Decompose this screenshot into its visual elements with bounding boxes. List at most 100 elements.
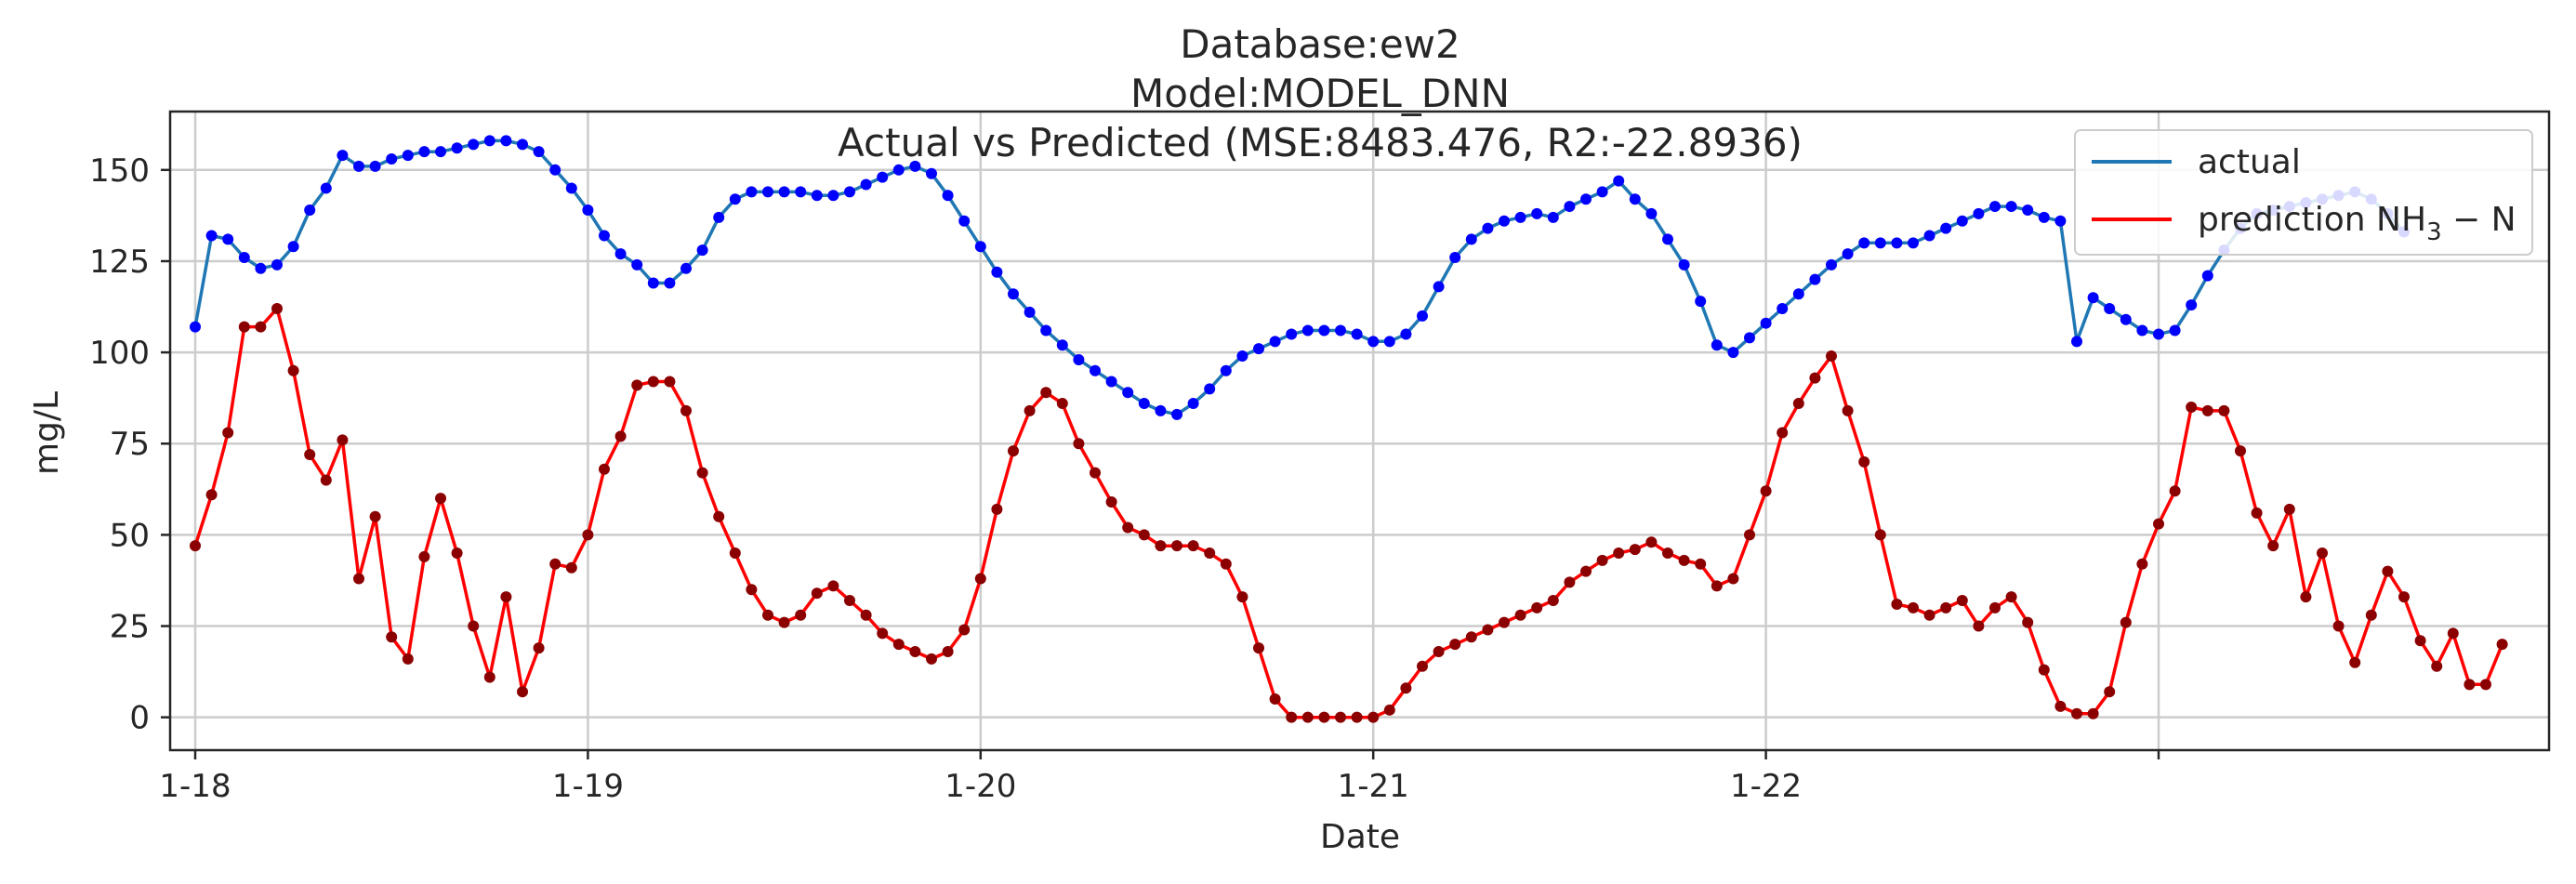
prediction-data-point (1891, 598, 1903, 610)
actual-data-point (1482, 222, 1494, 234)
actual-data-point (909, 160, 921, 172)
y-tick-label: 75 (110, 426, 150, 463)
prediction-data-point (746, 584, 758, 596)
actual-data-point (1433, 281, 1445, 293)
actual-data-point (811, 190, 823, 202)
prediction-data-point (2283, 503, 2295, 515)
actual-data-point (238, 252, 250, 264)
prediction-data-point (631, 379, 643, 391)
actual-data-point (2136, 324, 2148, 336)
prediction-data-point (1253, 642, 1264, 654)
actual-data-point (2186, 299, 2198, 311)
prediction-data-point (664, 376, 676, 388)
prediction-data-point (892, 639, 905, 651)
actual-data-point (304, 204, 316, 216)
actual-data-point (500, 135, 512, 147)
actual-data-point (1629, 193, 1641, 205)
prediction-data-point (958, 624, 971, 636)
actual-data-point (1842, 248, 1854, 260)
actual-data-point (1858, 237, 1870, 249)
prediction-data-point (1187, 540, 1199, 552)
actual-data-point (958, 215, 971, 227)
actual-data-point (255, 262, 267, 274)
x-tick-label: 1-20 (945, 768, 1016, 805)
prediction-data-point (647, 376, 659, 388)
prediction-series-points (190, 302, 2508, 723)
prediction-data-point (1645, 536, 1658, 548)
x-tick-label: 1-21 (1338, 768, 1409, 805)
prediction-data-point (435, 493, 446, 505)
prediction-data-point (468, 620, 480, 632)
actual-data-point (1155, 404, 1167, 416)
prediction-data-point (337, 434, 349, 446)
prediction-data-point (2300, 591, 2312, 603)
prediction-data-point (1809, 372, 1821, 384)
actual-data-point (1678, 258, 1690, 270)
actual-data-point (1138, 398, 1150, 410)
actual-data-point (2120, 313, 2132, 325)
actual-data-point (483, 135, 495, 147)
actual-data-point (1367, 336, 1380, 348)
prediction-data-point (2201, 404, 2213, 416)
prediction-data-point (729, 548, 741, 560)
actual-data-point (337, 150, 349, 162)
prediction-data-point (238, 321, 250, 333)
actual-data-point (582, 204, 594, 216)
actual-data-point (795, 186, 807, 198)
prediction-data-point (1204, 548, 1216, 560)
actual-data-point (468, 139, 480, 151)
prediction-data-point (614, 430, 627, 442)
actual-data-point (1908, 237, 1919, 249)
prediction-data-point (1826, 350, 1837, 363)
prediction-data-point (1122, 521, 1134, 534)
actual-data-point (1449, 252, 1461, 264)
prediction-data-point (1727, 573, 1739, 585)
prediction-data-point (991, 503, 1003, 515)
x-axis-ticks: 1-18 1-19 1-20 1-21 1-22 (159, 750, 2160, 805)
prediction-data-point (304, 449, 316, 461)
prediction-data-point (1662, 548, 1673, 560)
prediction-data-point (2218, 404, 2230, 416)
y-axis-label: mg/L (28, 391, 66, 475)
prediction-data-point (1678, 554, 1690, 566)
actual-data-point (369, 160, 381, 172)
prediction-data-point (1449, 639, 1461, 651)
legend-actual-label: actual (2198, 143, 2301, 181)
prediction-data-point (1155, 540, 1167, 552)
prediction-data-point (2054, 700, 2067, 712)
prediction-data-point (190, 540, 201, 552)
prediction-data-point (2071, 707, 2082, 719)
x-tick-label: 1-22 (1730, 768, 1802, 805)
prediction-data-point (2235, 445, 2246, 457)
prediction-data-point (1400, 682, 1412, 694)
prediction-data-point (2414, 635, 2426, 647)
actual-data-point (1400, 328, 1412, 340)
prediction-data-point (2169, 485, 2181, 497)
prediction-data-point (1024, 404, 1036, 416)
chart-title-line-2: Model:MODEL_DNN (1130, 71, 1510, 116)
actual-data-point (746, 186, 758, 198)
prediction-data-point (795, 609, 807, 621)
prediction-data-point (2349, 656, 2361, 668)
prediction-data-point (1220, 558, 1232, 570)
actual-data-point (1499, 215, 1510, 227)
prediction-data-point (2038, 664, 2050, 676)
actual-data-point (1580, 193, 1592, 205)
actual-data-point (1727, 347, 1739, 359)
prediction-data-point (1564, 576, 1576, 588)
actual-data-point (877, 171, 889, 183)
actual-data-point (1105, 376, 1117, 388)
prediction-data-point (696, 467, 708, 479)
actual-data-point (860, 178, 872, 191)
legend-box (2074, 129, 2533, 256)
actual-data-point (1531, 207, 1543, 219)
prediction-data-point (1596, 554, 1608, 566)
actual-data-point (517, 139, 528, 151)
actual-data-point (696, 244, 708, 257)
prediction-data-point (1171, 540, 1182, 552)
y-axis-ticks: 0 25 50 75 100 125 150 (89, 152, 170, 737)
prediction-data-point (1711, 580, 1723, 592)
prediction-data-point (386, 631, 398, 643)
prediction-data-point (1695, 558, 1707, 570)
y-tick-label: 125 (89, 244, 150, 281)
